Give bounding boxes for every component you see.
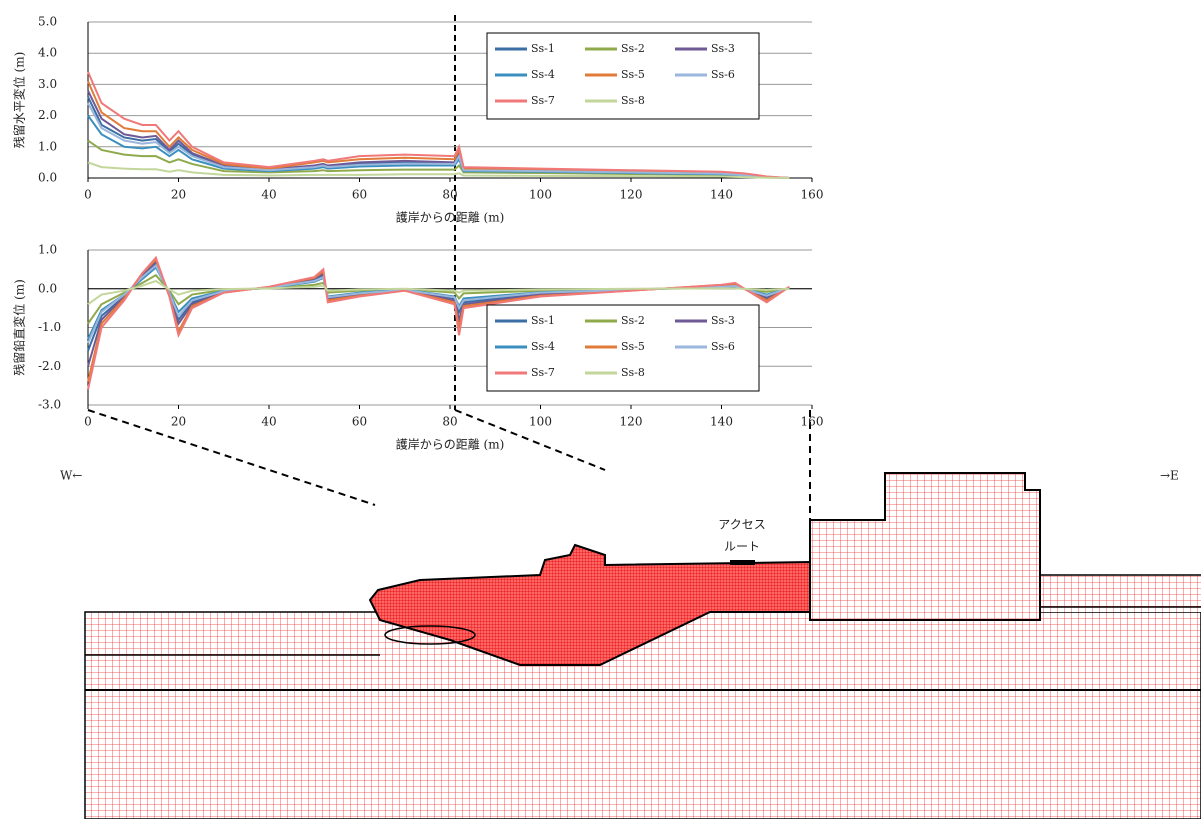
y-tick-label: -2.0: [38, 359, 61, 373]
x-axis-label: 護岸からの距離 (m): [396, 210, 505, 225]
legend-text: Ss-5: [621, 340, 645, 353]
y-tick-label: 5.0: [38, 15, 57, 29]
access-route-label: アクセス: [718, 518, 765, 532]
access-road: [730, 560, 755, 565]
legend-text: Ss-1: [531, 42, 555, 55]
x-tick-label: 80: [442, 188, 457, 202]
y-tick-label: -3.0: [38, 398, 61, 412]
legend-text: Ss-8: [621, 366, 645, 379]
y-tick-label: 0.0: [38, 171, 57, 185]
west-label: W←: [60, 469, 82, 483]
legend-text: Ss-6: [711, 340, 735, 353]
y-axis-label: 残留水平変位 (m): [12, 52, 27, 149]
series-line: [87, 71, 790, 179]
layer-outline: [384, 625, 476, 645]
embankment: [368, 543, 811, 666]
series-line: [87, 279, 790, 306]
y-tick-label: 0.0: [38, 281, 57, 295]
series-line: [87, 161, 790, 179]
x-tick-label: 80: [442, 415, 457, 429]
chart: 0.0 1.0 2.0 3.0 4.0 5.0 0 20 40 60 80 100 120 140 160 護…: [12, 15, 824, 225]
y-axis-label: 残留鉛直変位 (m): [12, 279, 27, 376]
guide-line: [87, 409, 376, 506]
x-tick-label: 20: [171, 415, 186, 429]
legend-text: Ss-2: [621, 314, 645, 327]
y-tick-label: 1.0: [38, 243, 57, 257]
legend-text: Ss-6: [711, 68, 735, 81]
x-tick-label: 160: [801, 415, 824, 429]
legend-text: Ss-3: [711, 42, 735, 55]
x-tick-label: 60: [352, 188, 367, 202]
series-line: [87, 102, 790, 179]
legend-text: Ss-1: [531, 314, 555, 327]
x-tick-label: 60: [352, 415, 367, 429]
x-tick-label: 160: [801, 188, 824, 202]
x-tick-label: 40: [261, 415, 276, 429]
legend-text: Ss-5: [621, 68, 645, 81]
chart: -3.0 -2.0 -1.0 0.0 1.0 0 20 40 60 80 100 120 140 160 護…: [12, 243, 824, 452]
mesh-diagram: W← →E アクセス ルート: [60, 15, 1201, 819]
access-route-label: ルート: [724, 540, 760, 554]
y-tick-label: 2.0: [38, 108, 57, 122]
ground-mesh: [84, 611, 1201, 819]
legend-text: Ss-8: [621, 94, 645, 107]
x-tick-label: 120: [620, 415, 643, 429]
legend-text: Ss-2: [621, 42, 645, 55]
y-tick-label: 1.0: [38, 139, 57, 153]
east-label: →E: [1160, 469, 1179, 483]
x-tick-label: 40: [261, 188, 276, 202]
x-tick-label: 20: [171, 188, 186, 202]
x-tick-label: 140: [710, 188, 733, 202]
legend-text: Ss-3: [711, 314, 735, 327]
x-axis-label: 護岸からの距離 (m): [396, 437, 505, 452]
x-tick-label: 0: [84, 415, 92, 429]
legend-box: [486, 304, 760, 392]
x-tick-label: 140: [710, 415, 733, 429]
y-tick-label: 3.0: [38, 77, 57, 91]
y-tick-label: 4.0: [38, 46, 57, 60]
x-tick-label: 0: [84, 188, 92, 202]
legend-box: [486, 32, 760, 120]
legend-text: Ss-7: [531, 366, 555, 379]
legend-text: Ss-4: [531, 68, 555, 81]
x-tick-label: 100: [529, 188, 552, 202]
series-line: [87, 255, 790, 390]
legend-text: Ss-4: [531, 340, 555, 353]
guide-line: [454, 409, 606, 471]
y-tick-label: -1.0: [38, 320, 61, 334]
x-tick-label: 100: [529, 415, 552, 429]
legend-text: Ss-7: [531, 94, 555, 107]
building: [809, 472, 1041, 621]
x-tick-label: 120: [620, 188, 643, 202]
